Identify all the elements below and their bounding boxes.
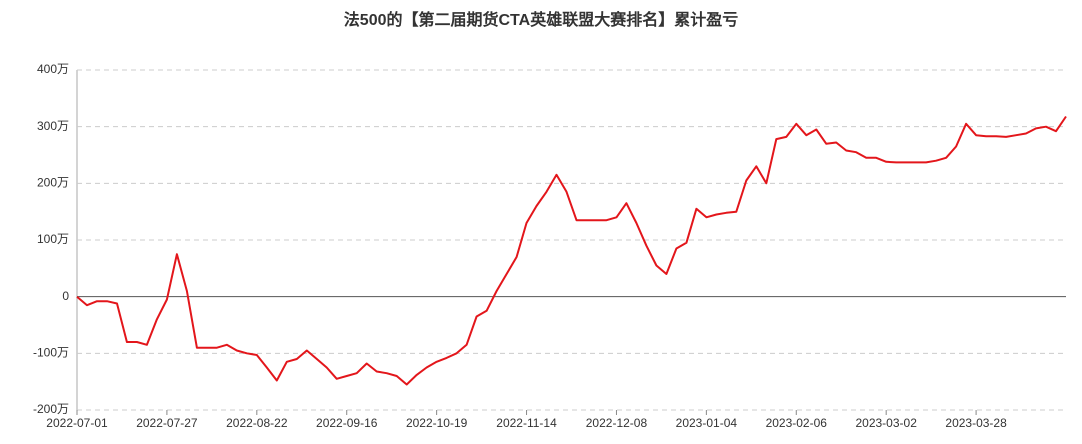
x-tick-label: 2022-09-16 xyxy=(316,416,378,430)
y-tick-label: -100万 xyxy=(33,346,69,360)
x-tick-label: 2022-07-01 xyxy=(46,416,108,430)
y-tick-label: 0 xyxy=(62,289,69,303)
x-tick-label: 2022-10-19 xyxy=(406,416,468,430)
x-tick-label: 2023-03-28 xyxy=(945,416,1007,430)
x-tick-label: 2022-12-08 xyxy=(586,416,648,430)
y-tick-label: 100万 xyxy=(37,232,69,246)
y-tick-label: 400万 xyxy=(37,62,69,76)
x-tick-label: 2022-08-22 xyxy=(226,416,288,430)
chart-title: 法500的【第二届期货CTA英雄联盟大赛排名】累计盈亏 xyxy=(344,10,738,29)
x-tick-label: 2023-03-02 xyxy=(855,416,917,430)
x-tick-label: 2023-01-04 xyxy=(676,416,738,430)
series-line xyxy=(76,115,1067,386)
y-tick-label: 300万 xyxy=(37,119,69,133)
y-tick-label: -200万 xyxy=(33,402,69,416)
x-tick-label: 2022-07-27 xyxy=(136,416,198,430)
x-tick-label: 2022-11-14 xyxy=(496,416,557,430)
y-tick-label: 200万 xyxy=(37,176,69,190)
x-tick-label: 2023-02-06 xyxy=(766,416,828,430)
